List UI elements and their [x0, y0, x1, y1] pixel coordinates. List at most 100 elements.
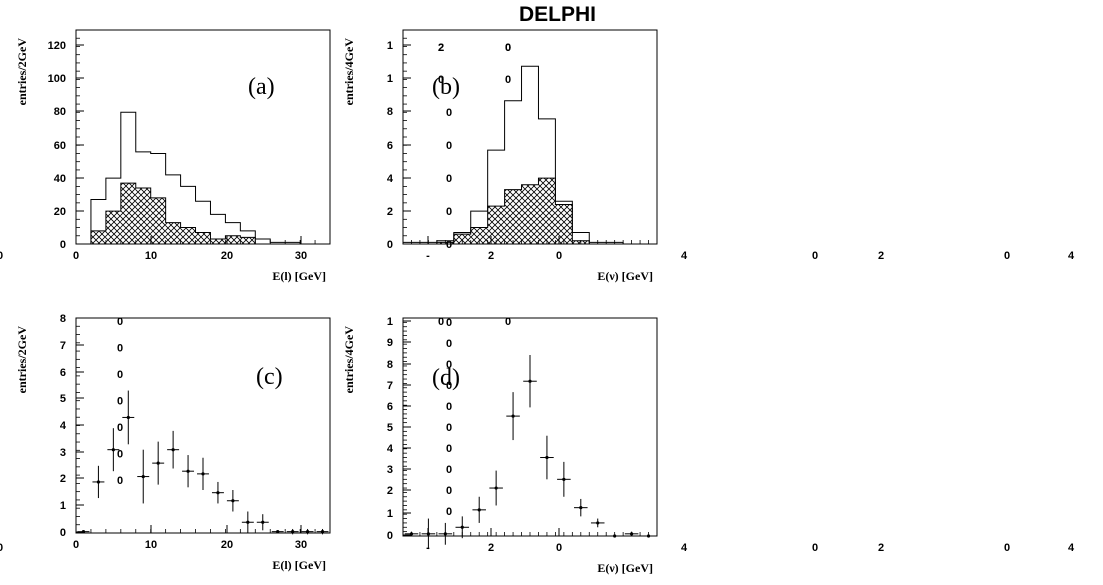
x-tick-label: 0: [812, 250, 818, 262]
x-tick-label: 0: [0, 250, 3, 262]
hatched-bar: [120, 183, 136, 244]
x-tick-label: 4: [681, 542, 688, 554]
y-tick-label: 0: [60, 239, 66, 251]
y-tick-label: 7: [60, 340, 66, 352]
data-point: [596, 521, 600, 525]
y-axis-label: entries/2GeV: [15, 38, 29, 106]
y-tick-label: 8: [60, 313, 66, 325]
x-tick-label: -: [426, 250, 430, 262]
x-tick-label: 0: [1004, 542, 1010, 554]
data-point: [646, 534, 651, 538]
stray-label: 0: [117, 316, 123, 328]
data-point: [528, 379, 532, 383]
panel-label: (d): [432, 365, 460, 391]
y-tick-label: 0: [60, 527, 66, 539]
panel-d: -2040204001234567891E(ν) [GeV]entries/4G…: [0, 316, 1075, 575]
x-tick-label: 20: [221, 250, 233, 262]
y-tick-label: 5: [60, 393, 66, 405]
hatched-bar: [453, 234, 471, 244]
y-tick-label: 1: [60, 500, 66, 512]
hatched-bar: [555, 204, 573, 244]
y-tick-label: 6: [60, 367, 66, 379]
panel-label: (c): [256, 364, 283, 390]
data-point: [320, 530, 325, 534]
y-tick-label: 8: [387, 106, 393, 118]
stray-label: 0: [446, 422, 452, 434]
data-point: [231, 499, 235, 503]
y-tick-label: 1: [387, 73, 393, 85]
hatched-bar: [521, 184, 539, 244]
y-tick-label: 2: [60, 473, 66, 485]
data-point: [409, 532, 414, 536]
y-tick-label: 60: [54, 140, 66, 152]
data-point: [511, 414, 515, 418]
hatched-bar: [487, 206, 505, 244]
data-point: [613, 534, 617, 538]
y-axis-label: entries/4GeV: [342, 38, 356, 106]
y-tick-label: 4: [387, 443, 394, 455]
x-axis-label: E(ν) [GeV]: [597, 269, 653, 283]
y-tick-label: 40: [54, 173, 66, 185]
hatched-bar: [436, 242, 454, 244]
data-point: [171, 448, 175, 452]
data-point: [201, 472, 205, 476]
data-point: [579, 506, 583, 510]
data-point: [426, 532, 430, 536]
x-tick-label: 0: [1004, 250, 1010, 262]
stray-label: 0: [446, 380, 452, 392]
panel-b: -204020400246811E(ν) [GeV]entries/4GeV(b…: [0, 29, 1075, 283]
hatched-bar: [90, 230, 106, 244]
stray-label: 2: [438, 42, 444, 54]
hatched-bar: [504, 189, 522, 244]
x-tick-label: 20: [221, 539, 233, 551]
y-tick-label: 1: [387, 508, 393, 520]
y-tick-label: 5: [387, 422, 393, 434]
stray-label: 0: [446, 401, 452, 413]
hatched-histogram-line: [403, 177, 657, 245]
data-point: [276, 530, 280, 534]
y-tick-label: 20: [54, 206, 66, 218]
hatched-bar: [572, 240, 590, 244]
x-tick-label: 0: [556, 250, 562, 262]
stray-label: 0: [117, 449, 123, 461]
hatched-bar: [195, 232, 211, 244]
hatched-bar: [225, 235, 241, 244]
y-tick-label: 0: [387, 239, 393, 251]
stray-label: 0: [446, 443, 452, 455]
x-tick-label: 0: [0, 542, 3, 554]
data-point: [545, 455, 549, 460]
stray-label: 0: [446, 173, 452, 185]
y-tick-label: 1: [387, 316, 393, 328]
stray-label: 0: [446, 140, 452, 152]
hatched-bar: [180, 227, 196, 244]
panel-label: (a): [248, 74, 275, 100]
y-tick-label: 2: [387, 206, 393, 218]
x-tick-label: 30: [295, 250, 307, 262]
y-axis-label: entries/4GeV: [342, 326, 356, 394]
stray-label: 0: [438, 316, 444, 328]
stray-label: 0: [117, 422, 123, 434]
y-tick-label: 7: [387, 380, 393, 392]
data-point: [141, 474, 145, 479]
y-tick-label: 100: [48, 73, 66, 85]
x-tick-label: 2: [878, 542, 884, 554]
data-point: [111, 448, 115, 452]
data-point: [291, 530, 295, 534]
x-tick-label: 0: [73, 539, 79, 551]
stray-label: 0: [446, 206, 452, 218]
stray-label: 0: [505, 316, 511, 328]
data-point: [126, 415, 130, 420]
stray-label: 0: [446, 485, 452, 497]
data-point: [156, 461, 160, 465]
y-tick-label: 8: [387, 359, 393, 371]
panel-label: (b): [432, 74, 460, 100]
y-tick-label: 3: [60, 447, 66, 459]
data-point: [81, 530, 86, 534]
y-tick-label: 120: [48, 40, 66, 52]
hatched-histogram-line: [76, 182, 330, 245]
hatched-bar: [240, 237, 256, 244]
x-tick-label: 2: [878, 250, 884, 262]
x-tick-label: 2: [488, 542, 494, 554]
hatched-bar: [538, 178, 556, 244]
